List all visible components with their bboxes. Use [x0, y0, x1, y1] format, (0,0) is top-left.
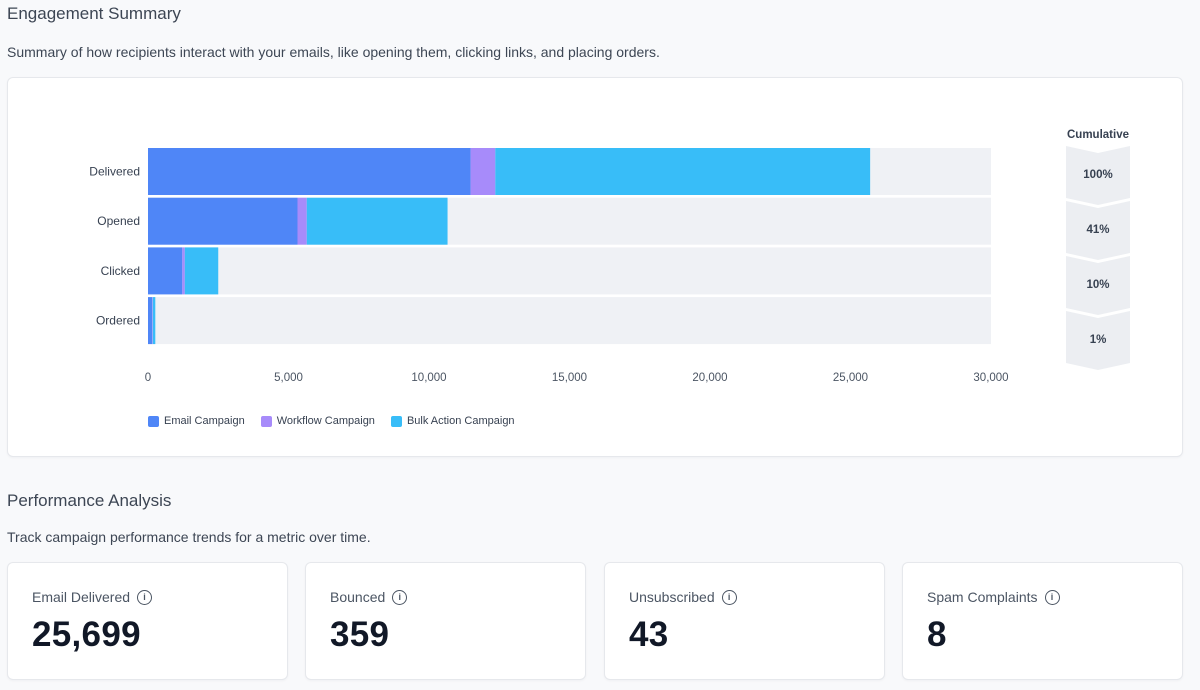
bar-segment: [495, 148, 871, 195]
legend-label: Workflow Campaign: [276, 415, 375, 427]
bar-segment: [148, 247, 183, 295]
bar-segment: [148, 197, 298, 245]
legend-item[interactable]: Bulk Action Campaign: [390, 415, 515, 427]
engagement-chart: Delivered Opened Clicked Ordered 0 5,000 10,00…: [89, 129, 1130, 384]
cumulative-percent: 100%: [1083, 169, 1112, 181]
legend-label: Email Campaign: [164, 415, 245, 427]
info-icon[interactable]: i: [137, 589, 153, 605]
category-label: Opened: [97, 214, 140, 228]
legend-label: Bulk Action Campaign: [406, 415, 515, 427]
x-tick-label: 15,000: [552, 372, 587, 384]
cumulative-chevron: [1066, 311, 1130, 370]
info-icon[interactable]: i: [1044, 589, 1060, 605]
x-tick-label: 5,000: [274, 372, 303, 384]
cumulative-chevron: [1066, 146, 1130, 205]
engagement-description: Summary of how recipients interact with …: [7, 44, 660, 60]
metric-label: Unsubscribed: [629, 589, 715, 605]
metric-label: Bounced: [330, 589, 386, 605]
metric-value: 25,699: [32, 615, 141, 654]
metric-card-bounced[interactable]: Bounced i 359: [305, 562, 586, 680]
info-icon[interactable]: i: [392, 589, 408, 605]
engagement-chart-card: Delivered Opened Clicked Ordered 0 5,000 10,00…: [7, 77, 1183, 457]
legend-swatch: [390, 415, 402, 427]
cumulative-percent: 10%: [1086, 279, 1109, 291]
legend-item[interactable]: Email Campaign: [148, 415, 245, 427]
bar-track: [148, 297, 991, 345]
legend-swatch: [148, 415, 159, 427]
x-tick-label: 20,000: [692, 372, 727, 384]
category-label: Clicked: [101, 264, 140, 278]
legend-item[interactable]: Workflow Campaign: [260, 415, 375, 427]
x-tick-label: 25,000: [833, 372, 868, 384]
bar-segment: [184, 247, 219, 295]
cumulative-percent: 1%: [1090, 334, 1107, 346]
metric-label: Spam Complaints: [927, 589, 1038, 605]
cumulative-chevron: [1066, 256, 1130, 315]
cumulative-title: Cumulative: [1067, 129, 1129, 141]
category-label: Ordered: [96, 314, 140, 328]
metric-value: 359: [330, 615, 390, 654]
engagement-title: Engagement Summary: [7, 4, 181, 23]
bar-segment: [152, 297, 153, 345]
bar-segment: [297, 197, 307, 245]
x-tick-label: 0: [145, 372, 151, 384]
cumulative-percent: 41%: [1086, 224, 1109, 236]
bar-segment: [148, 148, 471, 195]
bar-segment: [182, 247, 185, 295]
chart-legend: Email Campaign Workflow Campaign Bulk Acti…: [148, 415, 515, 427]
legend-swatch: [260, 415, 272, 427]
bar-segment: [470, 148, 496, 195]
metric-card-email-delivered[interactable]: Email Delivered i 25,699: [7, 562, 288, 680]
bar-segment: [306, 197, 448, 245]
performance-description: Track campaign performance trends for a …: [7, 529, 371, 545]
metric-value: 43: [629, 615, 669, 654]
bar-track: [148, 247, 991, 295]
x-tick-label: 30,000: [973, 372, 1008, 384]
metric-value: 8: [927, 615, 947, 654]
performance-title: Performance Analysis: [7, 491, 172, 510]
metric-card-spam-complaints[interactable]: Spam Complaints i 8: [902, 562, 1183, 680]
bar-segment: [148, 297, 153, 345]
bar-segment: [152, 297, 156, 345]
category-label: Delivered: [89, 165, 140, 179]
metric-label: Email Delivered: [32, 589, 131, 605]
metric-card-unsubscribed[interactable]: Unsubscribed i 43: [604, 562, 885, 680]
info-icon[interactable]: i: [721, 589, 737, 605]
x-tick-label: 10,000: [411, 372, 446, 384]
cumulative-chevron: [1066, 201, 1130, 260]
